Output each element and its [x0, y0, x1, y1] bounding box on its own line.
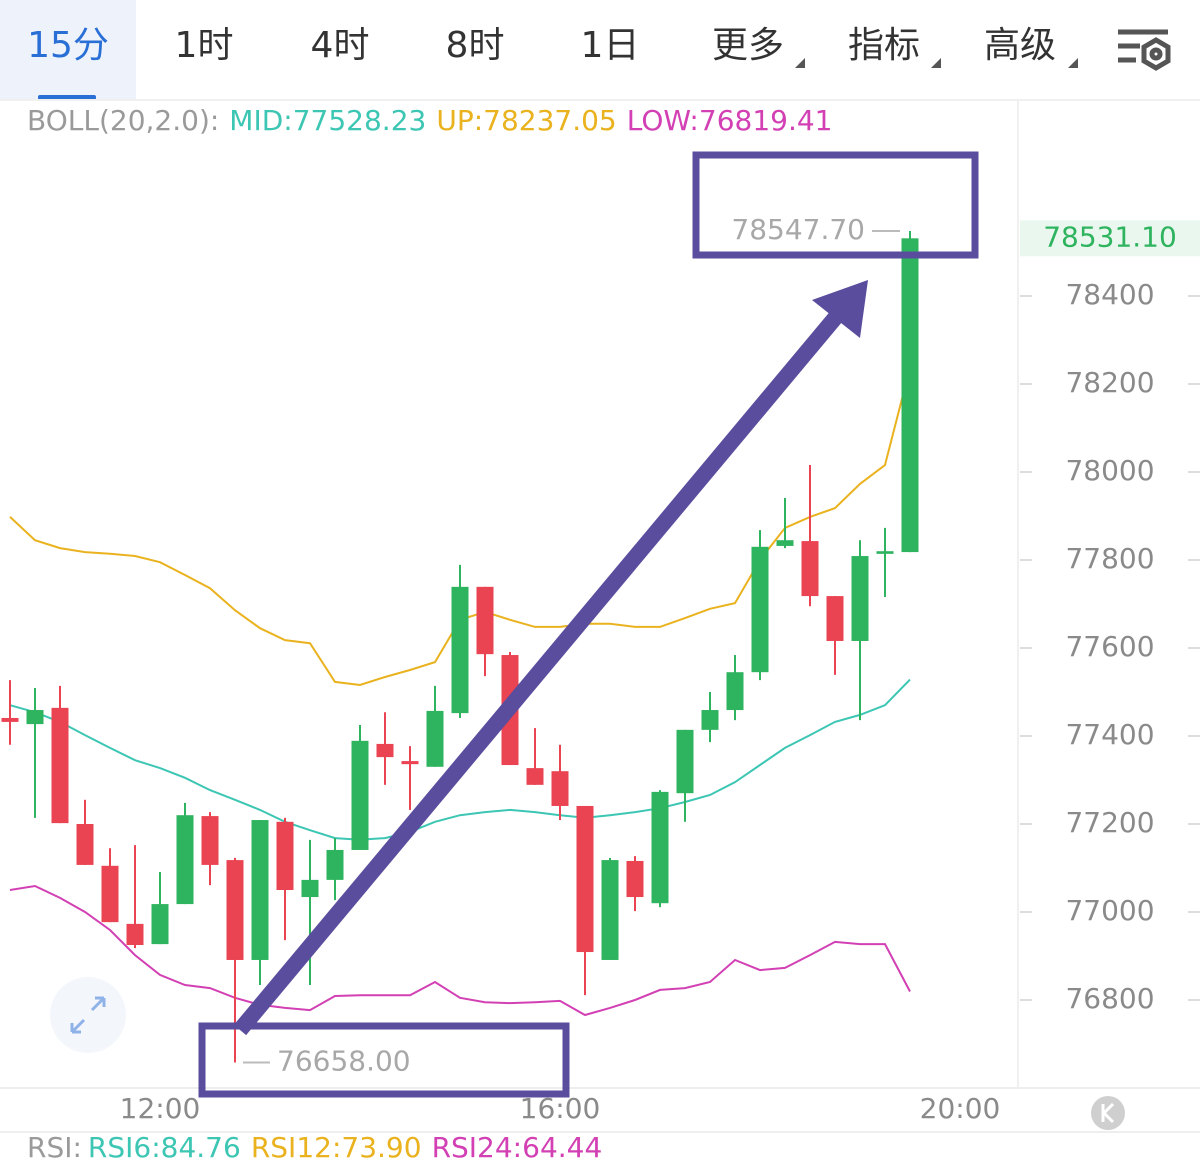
rsi-value: 84.76: [161, 1131, 241, 1164]
dropdown-caret: [795, 58, 805, 68]
last-price-tag: [1020, 220, 1200, 257]
candle-body: [551, 771, 569, 806]
max-label: 78547.70: [731, 213, 865, 246]
candle-body: [76, 824, 94, 865]
y-tick-label: 78000: [1065, 454, 1154, 487]
legend-value: 76819.41: [699, 104, 833, 137]
candle-body: [676, 729, 694, 794]
timeframe-tab[interactable]: 高级: [984, 25, 1056, 66]
candle-body: [651, 791, 669, 904]
last-price-label: 78531.10: [1043, 220, 1177, 253]
timeframe-bar: 15分 1时 4时 8时 1日 更多 指标 高级: [0, 0, 1171, 100]
boll-line: [9, 678, 911, 841]
k-button[interactable]: [1091, 1096, 1125, 1130]
candle-body: [326, 849, 344, 880]
timeframe-tab[interactable]: 8时: [446, 25, 505, 66]
indicator-legend: BOLL(20,2.0): MID:77528.23 UP:78237.05 LOW:…: [27, 104, 832, 137]
settings-icon[interactable]: [1118, 29, 1171, 71]
candle-body: [901, 238, 919, 553]
y-tick-label: 77200: [1065, 806, 1154, 839]
candle-body: [301, 879, 319, 898]
candle-body: [251, 820, 269, 960]
dropdown-caret: [931, 58, 941, 68]
candle-body: [201, 816, 219, 865]
candle-body: [351, 740, 369, 850]
candle-body: [526, 768, 544, 785]
timeframe-tab[interactable]: 1时: [175, 25, 234, 66]
legend-value: 77528.23: [293, 104, 427, 137]
rsi-value: 64.44: [522, 1131, 602, 1164]
candle-body: [876, 551, 894, 554]
candle-body: [826, 596, 844, 641]
annotation-drawing: [198, 151, 979, 1098]
candle-body: [726, 672, 744, 711]
rsi-value: 73.90: [341, 1131, 421, 1164]
highlight-box: [692, 151, 979, 259]
timeframe-tab[interactable]: 15分: [27, 25, 109, 66]
candle-body: [801, 541, 819, 597]
candle-body: [401, 761, 419, 765]
rsi-name: RSI12:: [251, 1131, 342, 1164]
timeframe-tab[interactable]: 4时: [311, 25, 370, 66]
candle-body: [451, 586, 469, 714]
candle-body: [626, 860, 644, 898]
boll-line: [9, 884, 911, 1017]
rsi-legend: RSI: RSI6:84.76 RSI12:73.90 RSI24:64.44: [27, 1131, 602, 1164]
candle-body: [851, 556, 869, 641]
candle-body: [151, 904, 169, 945]
rsi-name: RSI6:: [88, 1131, 161, 1164]
timeframe-tab[interactable]: 1日: [581, 25, 640, 66]
candle-body: [276, 821, 294, 890]
candle-body: [376, 743, 394, 758]
rsi-name: RSI24:: [432, 1131, 523, 1164]
candle-body: [601, 860, 619, 960]
indicator-name: BOLL(20,2.0):: [27, 104, 219, 137]
candle-body: [476, 586, 494, 655]
highlight-box: [198, 1022, 570, 1098]
arrow-shaft: [233, 306, 847, 1036]
candle-body: [576, 805, 594, 953]
y-tick-label: 78200: [1065, 366, 1154, 399]
min-label: 76658.00: [277, 1044, 411, 1077]
active-tab-bg: [0, 0, 136, 100]
arrow-head: [812, 280, 868, 338]
y-tick-label: 77800: [1065, 542, 1154, 575]
candle-body: [126, 923, 144, 945]
candle-body: [751, 546, 769, 673]
legend-name: UP:: [436, 104, 483, 137]
candle-body: [776, 540, 794, 546]
x-tick-label: 20:00: [920, 1092, 1001, 1125]
y-tick-label: 77400: [1065, 718, 1154, 751]
candle-body: [26, 710, 44, 725]
active-tab-indicator: [38, 95, 96, 100]
legend-name: MID:: [229, 104, 292, 137]
candle-body: [426, 710, 444, 767]
y-tick-label: 78400: [1065, 278, 1154, 311]
candle-body: [51, 707, 69, 824]
candle-body: [701, 710, 719, 730]
candle-body: [1, 717, 19, 722]
y-tick-label: 77600: [1065, 630, 1154, 663]
dropdown-caret: [1068, 58, 1078, 68]
candle-body: [226, 860, 244, 960]
expand-button[interactable]: [50, 977, 126, 1053]
rsi-title: RSI:: [27, 1131, 82, 1164]
legend-name: LOW:: [627, 104, 699, 137]
timeframe-tab[interactable]: 更多: [712, 25, 784, 66]
y-tick-label: 77000: [1065, 894, 1154, 927]
candle-body: [101, 865, 119, 923]
candle-body: [176, 815, 194, 905]
x-tick-label: 12:00: [120, 1092, 201, 1125]
y-tick-label: 76800: [1065, 982, 1154, 1015]
legend-value: 78237.05: [483, 104, 617, 137]
timeframe-tab[interactable]: 指标: [848, 25, 920, 66]
plot: 76800 77000 77200 77400 77600 77800 78000 78200…: [1, 104, 1200, 1125]
